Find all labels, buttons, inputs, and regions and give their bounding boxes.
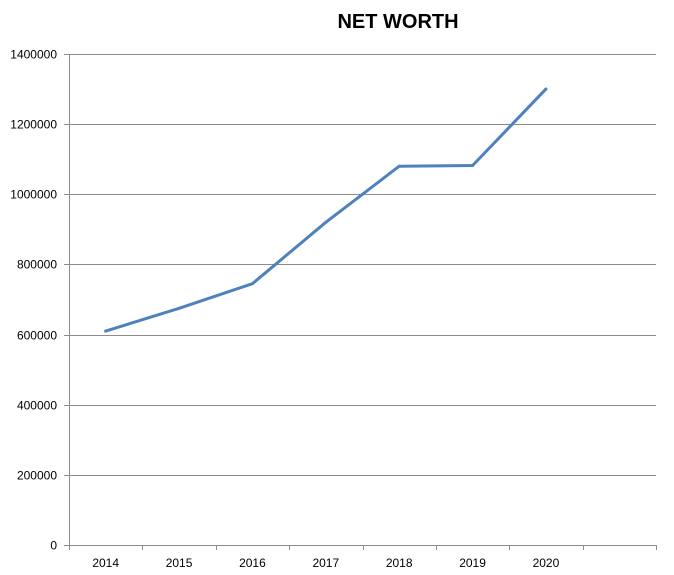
y-tick-labels: 0 200000 400000 600000 800000 1000000 1200000 1… (10, 48, 57, 553)
y-tick-label-6: 1200000 (10, 118, 57, 132)
x-tick-label-2014: 2014 (92, 556, 119, 570)
x-tick-label-2017: 2017 (312, 556, 339, 570)
data-point-2019 (471, 164, 475, 168)
gridlines (69, 54, 656, 476)
data-point-2020 (544, 87, 548, 91)
y-tick-label-7: 1400000 (10, 48, 57, 62)
x-tick-label-2020: 2020 (533, 556, 560, 570)
y-tick-label-3: 600000 (17, 329, 57, 343)
data-point-2017 (324, 220, 328, 224)
x-tick-label-2016: 2016 (239, 556, 266, 570)
y-tick-label-5: 1000000 (10, 188, 57, 202)
series (104, 87, 548, 333)
series-line-0 (104, 87, 548, 333)
axes (64, 54, 657, 550)
y-tick-label-1: 200000 (17, 469, 57, 483)
y-tick-label-0: 0 (50, 539, 57, 553)
chart-title: NET WORTH (337, 11, 458, 33)
x-tick-label-2015: 2015 (166, 556, 193, 570)
y-tick-label-2: 400000 (17, 399, 57, 413)
data-point-2018 (397, 164, 401, 168)
data-point-2014 (104, 329, 108, 333)
y-tick-label-4: 800000 (17, 258, 57, 272)
data-point-2015 (177, 306, 181, 310)
data-point-2016 (250, 282, 254, 286)
x-tick-label-2018: 2018 (386, 556, 413, 570)
x-tick-label-2019: 2019 (459, 556, 486, 570)
x-tick-labels: 2014 2015 2016 2017 2018 2019 2020 (92, 556, 559, 570)
